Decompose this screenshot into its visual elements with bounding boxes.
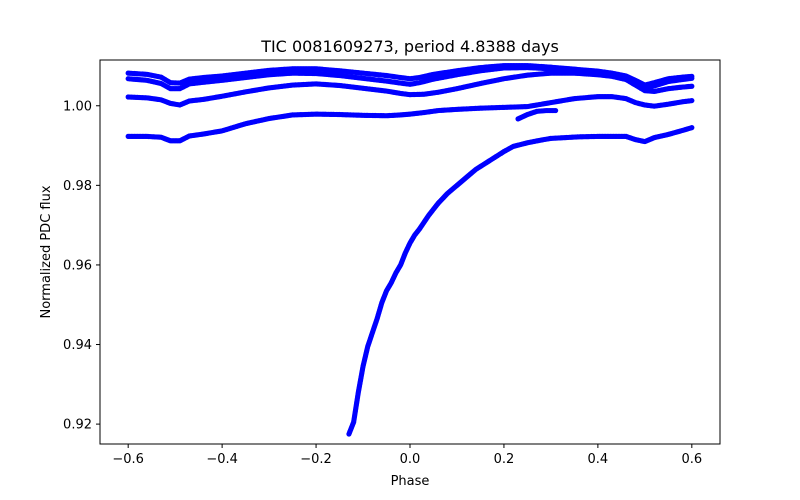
x-tick-label: −0.4 bbox=[206, 452, 238, 467]
y-axis-label: Normalized PDC flux bbox=[39, 185, 54, 318]
x-tick-label: 0.0 bbox=[400, 452, 421, 467]
x-tick-label: −0.6 bbox=[112, 452, 144, 467]
y-tick-label: 1.00 bbox=[63, 99, 92, 114]
data-point bbox=[689, 75, 695, 81]
y-tick-label: 0.92 bbox=[63, 418, 92, 433]
series-4 bbox=[346, 125, 695, 437]
series-3 bbox=[125, 94, 695, 144]
y-tick-label: 0.98 bbox=[63, 179, 92, 194]
x-tick-label: 0.4 bbox=[588, 452, 609, 467]
series-5 bbox=[515, 107, 559, 122]
data-point bbox=[553, 107, 559, 114]
data-point bbox=[689, 97, 695, 104]
data-point bbox=[689, 83, 695, 89]
y-tick-label: 0.94 bbox=[63, 338, 92, 353]
x-tick-label: 0.2 bbox=[494, 452, 515, 467]
y-axis-ticks: 0.92 0.94 0.96 0.98 1.00 bbox=[63, 99, 100, 433]
x-axis-label: Phase bbox=[391, 474, 430, 489]
y-tick-label: 0.96 bbox=[63, 258, 92, 273]
x-axis-ticks: −0.6 −0.4 −0.2 0.0 0.2 0.4 0.6 bbox=[112, 444, 702, 467]
x-tick-label: −0.2 bbox=[300, 452, 332, 467]
data-point bbox=[689, 125, 695, 131]
x-tick-label: 0.6 bbox=[681, 452, 702, 467]
chart-title: TIC 0081609273, period 4.8388 days bbox=[260, 37, 559, 56]
series-2 bbox=[125, 70, 695, 108]
data-points-layer bbox=[125, 62, 695, 437]
